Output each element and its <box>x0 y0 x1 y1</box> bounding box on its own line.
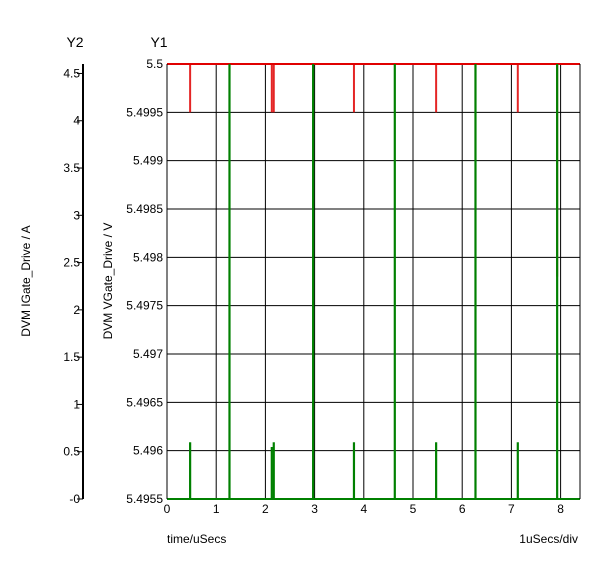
y1-tick-label: 5.5 <box>146 57 163 71</box>
y1-tick-label: 5.4995 <box>126 105 163 119</box>
x-tick-label: 4 <box>360 502 367 516</box>
y2-tick-label: 1 <box>73 397 80 411</box>
y1-tick-label: 5.4985 <box>126 202 163 216</box>
x-tick-label: 5 <box>410 502 417 516</box>
y1-tick-label: 5.4975 <box>126 299 163 313</box>
y2-axis-label: Y2 <box>66 34 83 50</box>
y2-tick-label: 0.5 <box>63 445 80 459</box>
x-tick-label: 2 <box>262 502 269 516</box>
y1-tick-label: 5.4965 <box>126 395 163 409</box>
y2-tick-label: 4.5 <box>63 66 80 80</box>
y2-tick-label: 3.5 <box>63 161 80 175</box>
y1-axis-title: DVM VGate_Drive / V <box>101 223 115 340</box>
axes: 0 1 2 3 4 5 6 7 8 5.4955 5.496 5.4965 5.497 5.4975 5.4… <box>63 57 581 516</box>
x-tick-label: 6 <box>459 502 466 516</box>
y2-axis-title: DVM IGate_Drive / A <box>19 225 33 336</box>
y1-tick-label: 5.497 <box>133 347 163 361</box>
x-tick-label: 0 <box>164 502 171 516</box>
x-tick-label: 8 <box>557 502 564 516</box>
x-tick-label: 1 <box>213 502 220 516</box>
y2-tick-label: 2.5 <box>63 256 80 270</box>
y2-tick-label: 1.5 <box>63 350 80 364</box>
y1-tick-label: 5.498 <box>133 250 163 264</box>
y2-tick-label: 3 <box>73 208 80 222</box>
x-axis-label: time/uSecs <box>167 532 226 546</box>
y1-tick-label: 5.4955 <box>126 492 163 506</box>
y2-tick-label: 2 <box>73 303 80 317</box>
y1-tick-label: 5.499 <box>133 154 163 168</box>
series-layer <box>167 63 580 500</box>
y2-tick-label: -0 <box>69 492 80 506</box>
y1-axis-label: Y1 <box>150 34 167 50</box>
x-tick-label: 7 <box>508 502 515 516</box>
labels: Y2 Y1 DVM IGate_Drive / A DVM VGate_Driv… <box>19 34 578 546</box>
x-scale-note: 1uSecs/div <box>519 532 578 546</box>
x-tick-label: 3 <box>311 502 318 516</box>
y1-tick-label: 5.496 <box>133 444 163 458</box>
series-2 <box>167 64 580 500</box>
y2-tick-label: 4 <box>73 114 80 128</box>
